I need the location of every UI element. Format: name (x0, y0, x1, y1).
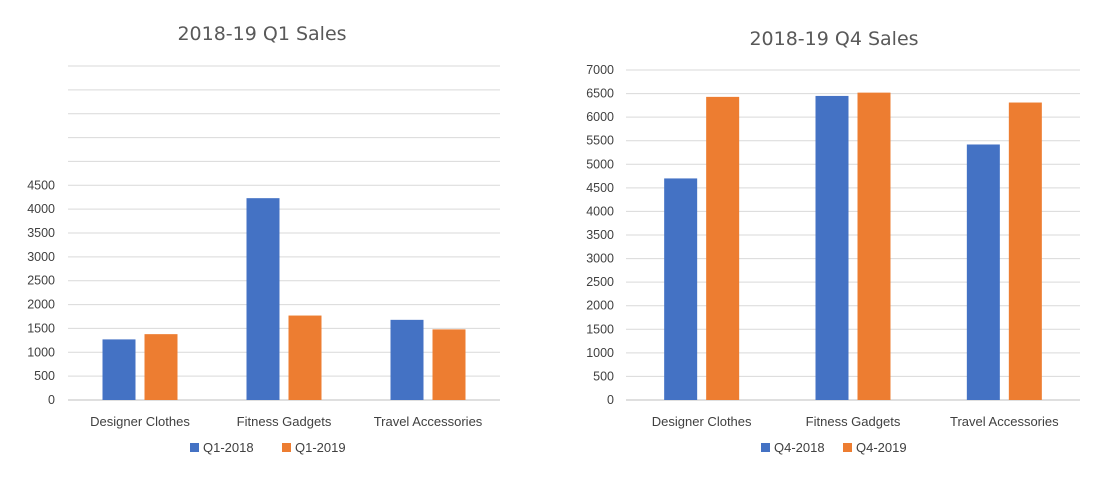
y-tick-label: 1000 (27, 345, 55, 359)
y-tick-label: 5000 (586, 157, 614, 171)
bar (102, 339, 136, 400)
y-tick-label: 3000 (27, 250, 55, 264)
y-tick-label: 6000 (586, 110, 614, 124)
bar (815, 95, 849, 400)
bar (144, 334, 178, 400)
y-tick-label: 1000 (586, 346, 614, 360)
legend-swatch (190, 443, 199, 452)
y-tick-label: 3500 (586, 228, 614, 242)
legend-label: Q4-2018 (774, 440, 825, 455)
legend-label: Q1-2018 (203, 440, 254, 455)
chart-title: 2018-19 Q4 Sales (749, 28, 918, 50)
bar (706, 96, 740, 400)
y-tick-label: 7000 (586, 63, 614, 77)
category-label: Travel Accessories (374, 414, 483, 429)
y-tick-label: 500 (593, 369, 614, 383)
y-tick-label: 0 (607, 393, 614, 407)
y-tick-label: 1500 (586, 322, 614, 336)
bar (966, 144, 1000, 400)
category-label: Designer Clothes (90, 414, 190, 429)
y-tick-label: 500 (34, 369, 55, 383)
bar (664, 178, 698, 400)
bar (288, 315, 322, 400)
y-tick-label: 4000 (586, 204, 614, 218)
category-label: Travel Accessories (950, 414, 1059, 429)
y-tick-label: 4500 (586, 181, 614, 195)
y-tick-label: 2000 (27, 298, 55, 312)
y-tick-label: 6500 (586, 87, 614, 101)
legend-label: Q4-2019 (856, 440, 907, 455)
y-tick-label: 4000 (27, 202, 55, 216)
legend-label: Q1-2019 (295, 440, 346, 455)
bar (390, 319, 424, 400)
y-tick-label: 2000 (586, 299, 614, 313)
bar (432, 329, 466, 400)
y-tick-label: 2500 (27, 274, 55, 288)
legend-swatch (282, 443, 291, 452)
y-tick-label: 1500 (27, 321, 55, 335)
y-tick-label: 3500 (27, 226, 55, 240)
y-tick-label: 0 (48, 393, 55, 407)
bar (1008, 102, 1042, 401)
y-tick-label: 4500 (27, 178, 55, 192)
category-label: Designer Clothes (652, 414, 752, 429)
legend-swatch (761, 443, 770, 452)
category-label: Fitness Gadgets (806, 414, 901, 429)
y-tick-label: 3000 (586, 252, 614, 266)
bar (246, 198, 280, 400)
category-label: Fitness Gadgets (237, 414, 332, 429)
y-tick-label: 2500 (586, 275, 614, 289)
bar (857, 92, 891, 400)
y-tick-label: 5500 (586, 134, 614, 148)
q4-sales-chart: 2018-19 Q4 Sales 0 500 1000 1500 2000 2500 300… (586, 28, 1080, 455)
legend-swatch (843, 443, 852, 452)
chart-title: 2018-19 Q1 Sales (177, 23, 346, 45)
q1-sales-chart: 2018-19 Q1 Sales 0 500 1000 1500 2000 2500 300… (27, 23, 500, 455)
